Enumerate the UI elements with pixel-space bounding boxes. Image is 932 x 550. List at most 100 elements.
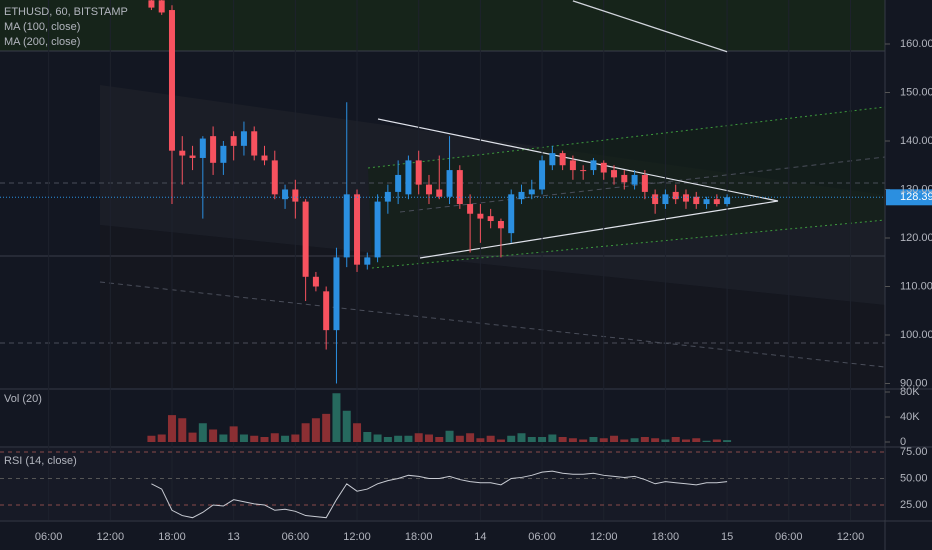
candle-body <box>508 194 515 234</box>
candle-body <box>559 153 566 166</box>
candle-body <box>652 194 659 205</box>
volume-bar <box>229 426 238 442</box>
volume-bar <box>507 435 516 442</box>
candle-body <box>240 131 247 146</box>
candle-body <box>199 138 206 158</box>
y-tick-label: 130.00 <box>900 183 932 195</box>
x-tick-label: 12:00 <box>837 531 865 543</box>
y-tick-label: 120.00 <box>900 232 932 244</box>
candle-body <box>713 199 720 205</box>
triangle-line <box>377 118 779 202</box>
volume-bar <box>455 435 464 442</box>
candle-body <box>641 174 648 192</box>
x-tick-label: 18:00 <box>405 531 433 543</box>
volume-bar <box>723 440 732 442</box>
candle-body <box>497 221 504 229</box>
candle-body <box>569 160 576 171</box>
candle-body <box>343 194 350 258</box>
x-tick-label: 12:00 <box>590 531 618 543</box>
y-tick-label: 25.00 <box>900 499 928 511</box>
candle-body <box>302 201 309 277</box>
y-tick-label: 0 <box>900 436 906 448</box>
candle-body <box>446 170 453 197</box>
volume-bar <box>342 410 351 442</box>
candle-body <box>518 191 525 200</box>
volume-bar <box>466 433 475 442</box>
candle-body <box>405 160 412 195</box>
volume-bar <box>558 437 567 442</box>
candle-body <box>364 257 371 265</box>
x-tick-label: 06:00 <box>775 531 803 543</box>
volume-bar <box>270 433 279 442</box>
y-tick-label: 150.00 <box>900 86 932 98</box>
candle-body <box>354 194 361 265</box>
volume-bar <box>671 437 680 442</box>
volume-bar <box>373 434 382 442</box>
volume-bar <box>322 413 331 442</box>
candle-body <box>590 160 597 171</box>
symbol-title: ETHUSD, 60, BITSTAMP <box>4 6 128 18</box>
volume-bar <box>394 435 403 442</box>
volume-bar <box>527 437 536 442</box>
volume-bar <box>538 437 547 442</box>
channel-line <box>371 219 886 269</box>
volume-bar <box>250 435 259 442</box>
y-tick-label: 40K <box>900 411 920 423</box>
candle-body <box>374 201 381 258</box>
volume-bar <box>620 439 629 442</box>
candle-body <box>549 153 556 166</box>
volume-bar <box>712 439 721 442</box>
trend-line <box>99 281 886 368</box>
volume-bar <box>404 435 413 442</box>
volume-bar <box>239 434 248 442</box>
candle-body <box>682 194 689 202</box>
volume-bar <box>517 433 526 442</box>
volume-bar <box>435 437 444 442</box>
volume-bar <box>353 423 362 442</box>
volume-bar <box>661 439 670 442</box>
candle-body <box>312 276 319 287</box>
volume-bar <box>311 418 320 442</box>
candle-body <box>539 160 546 190</box>
volume-bar <box>167 415 176 442</box>
rsi-background <box>0 448 885 520</box>
volume-bar <box>424 434 433 442</box>
candle-body <box>600 162 607 173</box>
volume-bar <box>486 435 495 442</box>
x-tick-label: 18:00 <box>158 531 186 543</box>
candle-body <box>220 145 227 163</box>
x-tick-label: 06:00 <box>282 531 310 543</box>
rsi-line <box>151 470 728 519</box>
volume-bar <box>363 432 372 442</box>
volume-bar <box>651 438 660 442</box>
volume-bar <box>260 437 269 442</box>
candle-body <box>251 131 258 156</box>
volume-bar <box>640 437 649 442</box>
y-tick-label: 160.00 <box>900 38 932 50</box>
candle-body <box>477 213 484 219</box>
candle-body <box>148 0 155 8</box>
ma-line <box>572 0 728 53</box>
channel-shade <box>368 107 885 268</box>
volume-bar <box>188 432 197 442</box>
volume-bar <box>291 434 300 442</box>
candle-body <box>611 170 618 178</box>
y-tick-label: 75.00 <box>900 446 928 458</box>
candle-body <box>693 196 700 205</box>
triangle-line <box>419 200 779 259</box>
last-price-label: 128.39 <box>900 191 932 203</box>
y-tick-label: 110.00 <box>900 280 932 292</box>
candle-body <box>487 216 494 222</box>
volume-bar <box>702 440 711 442</box>
channel-line <box>367 106 886 169</box>
volume-bar <box>414 433 423 442</box>
candle-body <box>467 204 474 214</box>
candle-body <box>189 155 196 158</box>
x-tick-label: 12:00 <box>97 531 125 543</box>
candle-body <box>415 160 422 185</box>
volume-bar <box>198 423 207 442</box>
x-tick-label: 14 <box>474 531 486 543</box>
candle-body <box>662 194 669 205</box>
